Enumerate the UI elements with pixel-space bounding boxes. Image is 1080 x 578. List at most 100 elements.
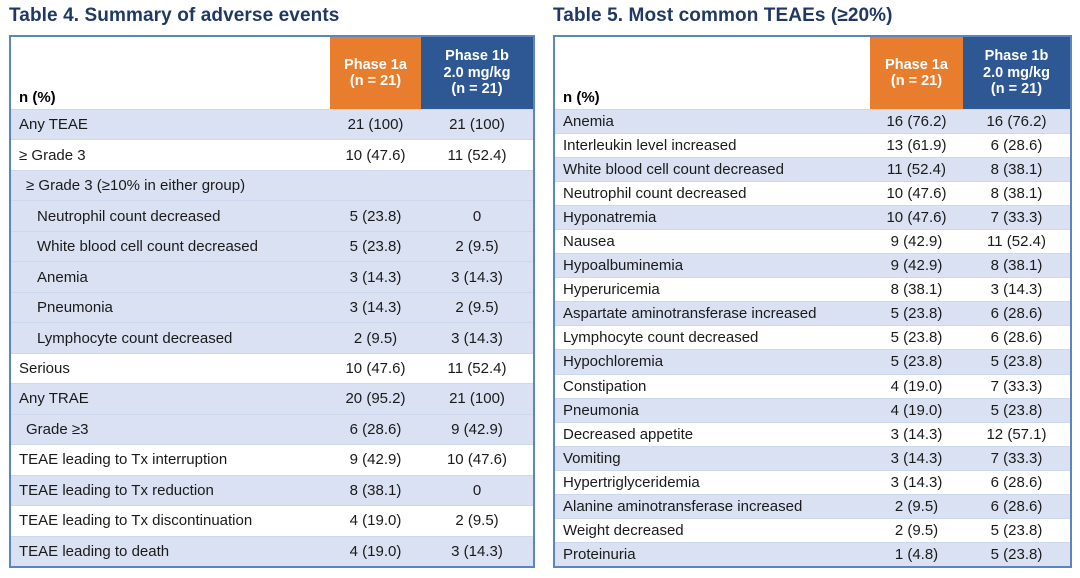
row-label: TEAE leading to death <box>19 542 170 560</box>
common-teaes-panel: Table 5. Most common TEAEs (≥20%) n (%) … <box>553 3 1072 568</box>
row-label: Proteinuria <box>563 545 636 563</box>
phase1a-value: 5 (23.8) <box>890 305 943 323</box>
table-row: ≥ Grade 3 10 (47.6) 11 (52.4) <box>11 139 533 170</box>
phase1a-value: 5 (23.8) <box>349 238 402 256</box>
phase1b-value: 21 (100) <box>449 390 505 408</box>
table-row: Any TEAE 21 (100) 21 (100) <box>11 109 533 140</box>
table-row: Constipation 4 (19.0) 7 (33.3) <box>555 373 1070 398</box>
table-row: Hypochloremia 5 (23.8) 5 (23.8) <box>555 349 1070 374</box>
phase1a-value: 8 (38.1) <box>349 481 402 499</box>
phase1b-value: 0 <box>472 481 482 499</box>
phase1a-value <box>330 171 421 200</box>
table-row: TEAE leading to Tx discontinuation 4 (19.… <box>11 505 533 536</box>
row-label: ≥ Grade 3 (≥10% in either group) <box>26 177 246 195</box>
phase1a-value: 5 (23.8) <box>890 353 943 371</box>
phase1a-value: 3 (14.3) <box>890 473 943 491</box>
phase1a-value: 8 (38.1) <box>890 281 943 299</box>
table5-most-common-teaes: n (%) Phase 1a (n = 21) Phase 1b 2.0 mg/… <box>553 35 1072 568</box>
phase1a-value: 3 (14.3) <box>890 449 943 467</box>
phase1a-value: 9 (42.9) <box>890 257 943 275</box>
row-label: Lymphocyte count decreased <box>563 329 759 347</box>
table-row: Serious 10 (47.6) 11 (52.4) <box>11 352 533 384</box>
row-label: Nausea <box>563 233 615 251</box>
table-row: Pneumonia 4 (19.0) 5 (23.8) <box>555 397 1070 422</box>
row-label: Grade ≥3 <box>26 420 89 438</box>
table4-header-row: n (%) Phase 1a (n = 21) Phase 1b 2.0 mg/… <box>11 37 533 109</box>
phase1b-value: 3 (14.3) <box>451 268 503 286</box>
phase1b-value: 11 (52.4) <box>447 146 507 164</box>
row-label: Interleukin level increased <box>563 137 737 155</box>
phase1a-value: 2 (9.5) <box>894 497 939 515</box>
table-row: Hyponatremia 10 (47.6) 7 (33.3) <box>555 205 1070 230</box>
table-row: Nausea 9 (42.9) 11 (52.4) <box>555 229 1070 254</box>
phase1b-value: 6 (28.6) <box>990 305 1043 323</box>
phase1b-value: 11 (52.4) <box>987 233 1046 251</box>
phase1a-value: 10 (47.6) <box>345 359 406 377</box>
phase1a-value: 5 (23.8) <box>890 329 943 347</box>
phase1a-value: 1 (4.8) <box>894 545 939 563</box>
phase1b-value: 5 (23.8) <box>990 401 1043 419</box>
phase1a-value: 21 (100) <box>347 116 404 134</box>
phase1b-value: 10 (47.6) <box>446 451 508 469</box>
phase1b-value: 5 (23.8) <box>990 353 1043 371</box>
table-row: Neutrophil count decreased 5 (23.8) 0 <box>11 200 533 231</box>
row-label: Any TEAE <box>19 116 88 134</box>
phase1a-value: 4 (19.0) <box>349 542 402 560</box>
phase1b-value: 3 (14.3) <box>451 542 503 560</box>
table-row: Lymphocyte count decreased 2 (9.5) 3 (14.3… <box>11 322 533 353</box>
table-row: White blood cell count decreased 5 (23.8)… <box>11 230 533 262</box>
phase1a-value: 4 (19.0) <box>890 401 943 419</box>
row-label: Hypertriglyceridemia <box>563 473 700 491</box>
row-label: Neutrophil count decreased <box>37 207 221 225</box>
table-row: Any TRAE 20 (95.2) 21 (100) <box>11 383 533 414</box>
phase1a-value: 10 (47.6) <box>886 209 947 227</box>
row-label: ≥ Grade 3 <box>19 146 86 164</box>
phase1b-value: 8 (38.1) <box>990 257 1043 275</box>
phase1b-value: 2 (9.5) <box>455 512 499 530</box>
table4-header-phase1a: Phase 1a (n = 21) <box>330 37 421 109</box>
phase1a-value: 3 (14.3) <box>349 268 402 286</box>
phase1b-value: 0 <box>472 207 482 225</box>
table-row: TEAE leading to death 4 (19.0) 3 (14.3) <box>11 535 533 567</box>
table-row: Hypertriglyceridemia 3 (14.3) 6 (28.6) <box>555 469 1070 494</box>
table-row: Weight decreased 2 (9.5) 5 (23.8) <box>555 517 1070 542</box>
table4-title: Table 4. Summary of adverse events <box>9 5 340 26</box>
phase1a-value: 13 (61.9) <box>886 137 947 155</box>
phase1b-value: 7 (33.3) <box>990 449 1043 467</box>
phase1a-value: 4 (19.0) <box>349 512 402 530</box>
phase1b-value: 12 (57.1) <box>986 425 1047 443</box>
phase1b-value: 6 (28.6) <box>990 137 1043 155</box>
row-label: Hyponatremia <box>563 209 657 227</box>
table-row: White blood cell count decreased 11 (52.4… <box>555 157 1070 182</box>
table-row: Decreased appetite 3 (14.3) 12 (57.1) <box>555 421 1070 446</box>
row-label: Decreased appetite <box>563 425 694 443</box>
phase1b-value: 7 (33.3) <box>990 209 1043 227</box>
phase1a-value: 6 (28.6) <box>349 420 402 438</box>
table-row: Anemia 16 (76.2) 16 (76.2) <box>555 109 1070 134</box>
table4-header-phase1b: Phase 1b 2.0 mg/kg (n = 21) <box>421 37 533 109</box>
phase1a-value: 9 (42.9) <box>349 451 402 469</box>
row-label: Weight decreased <box>563 521 684 539</box>
table4-summary-of-adverse-events: n (%) Phase 1a (n = 21) Phase 1b 2.0 mg/… <box>9 35 535 568</box>
phase1a-value: 2 (9.5) <box>894 521 939 539</box>
table-row: Grade ≥3 6 (28.6) 9 (42.9) <box>11 413 533 445</box>
phase1a-value: 9 (42.9) <box>890 233 943 251</box>
table-row: Lymphocyte count decreased 5 (23.8) 6 (28.… <box>555 325 1070 350</box>
table-row: Alanine aminotransferase increased 2 (9.5… <box>555 493 1070 518</box>
row-label: Hyperuricemia <box>563 281 660 299</box>
phase1b-value: 6 (28.6) <box>990 329 1043 347</box>
phase1b-value: 5 (23.8) <box>990 545 1043 563</box>
table-row: Anemia 3 (14.3) 3 (14.3) <box>11 261 533 292</box>
row-label: Hypochloremia <box>563 353 664 371</box>
phase1a-value: 16 (76.2) <box>886 113 947 131</box>
phase1a-value: 10 (47.6) <box>886 185 947 203</box>
table-row: Hypoalbuminemia 9 (42.9) 8 (38.1) <box>555 253 1070 278</box>
phase1b-value: 6 (28.6) <box>990 497 1043 515</box>
phase1b-value: 8 (38.1) <box>990 161 1043 179</box>
phase1a-value: 5 (23.8) <box>349 207 402 225</box>
phase1b-value: 7 (33.3) <box>990 377 1043 395</box>
table-row: Interleukin level increased 13 (61.9) 6 (2… <box>555 133 1070 158</box>
row-label: Alanine aminotransferase increased <box>563 497 803 515</box>
phase1a-value: 3 (14.3) <box>349 299 402 317</box>
